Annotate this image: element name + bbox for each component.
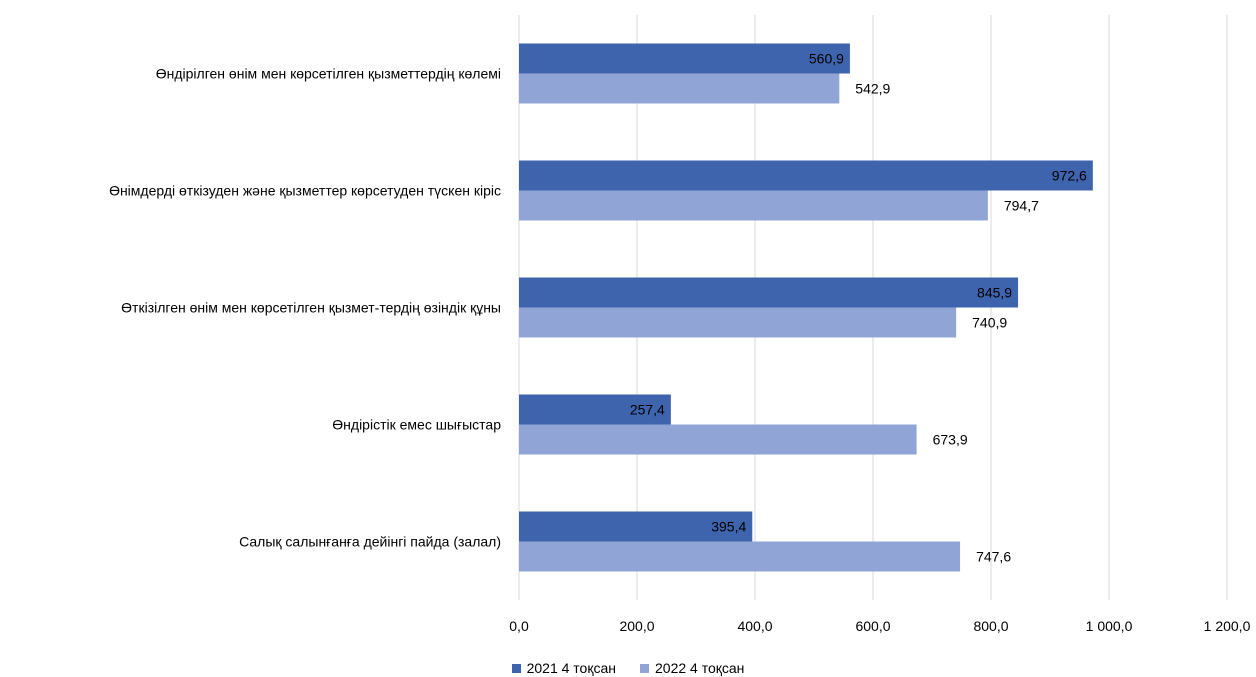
bar-2021 bbox=[519, 394, 671, 425]
bar-2021 bbox=[519, 511, 753, 542]
data-label-2022: 542,9 bbox=[855, 81, 890, 97]
x-tick-label: 1 200,0 bbox=[1204, 618, 1251, 634]
x-tick-label: 0,0 bbox=[509, 618, 529, 634]
bar-2022 bbox=[519, 73, 840, 104]
data-label-2021: 395,4 bbox=[711, 519, 746, 535]
data-label-2021: 257,4 bbox=[630, 402, 665, 418]
bar-2021 bbox=[519, 160, 1093, 191]
bar-2022 bbox=[519, 190, 988, 221]
bar-2022 bbox=[519, 424, 917, 455]
data-label-2021: 972,6 bbox=[1052, 168, 1087, 184]
bar-2021 bbox=[519, 43, 850, 74]
category-label: Салық салынғанға дейінгі пайда (залал) bbox=[239, 534, 501, 550]
legend-label-2022: 2022 4 тоқсан bbox=[655, 660, 745, 676]
bar-2022 bbox=[519, 307, 957, 338]
x-tick-label: 200,0 bbox=[619, 618, 654, 634]
data-label-2021: 845,9 bbox=[977, 285, 1012, 301]
data-label-2022: 673,9 bbox=[933, 432, 968, 448]
category-label: Өндірістік емес шығыстар bbox=[332, 417, 501, 433]
legend-swatch-2021 bbox=[511, 663, 521, 673]
x-tick-label: 800,0 bbox=[973, 618, 1008, 634]
legend-swatch-2022 bbox=[640, 663, 649, 673]
x-tick-label: 600,0 bbox=[855, 618, 890, 634]
legend-label-2021: 2021 4 тоқсан bbox=[526, 660, 616, 676]
x-tick-label: 400,0 bbox=[737, 618, 772, 634]
data-label-2022: 747,6 bbox=[976, 549, 1011, 565]
data-label-2021: 560,9 bbox=[809, 51, 844, 67]
legend: 2021 4 тоқсан 2022 4 тоқсан bbox=[0, 660, 1256, 676]
data-label-2022: 794,7 bbox=[1004, 198, 1039, 214]
bar-2021 bbox=[519, 277, 1019, 308]
legend-item-2022: 2022 4 тоқсан bbox=[640, 660, 744, 676]
category-label: Өндірілген өнім мен көрсетілген қызметте… bbox=[156, 66, 501, 82]
data-label-2022: 740,9 bbox=[972, 315, 1007, 331]
category-label: Өткізілген өнім мен көрсетілген қызмет-т… bbox=[121, 300, 501, 316]
category-label: Өнімдерді өткізуден және қызметтер көрсе… bbox=[109, 183, 501, 199]
x-tick-label: 1 000,0 bbox=[1086, 618, 1133, 634]
legend-item-2021: 2021 4 тоқсан bbox=[511, 660, 616, 676]
bar-2022 bbox=[519, 541, 961, 572]
